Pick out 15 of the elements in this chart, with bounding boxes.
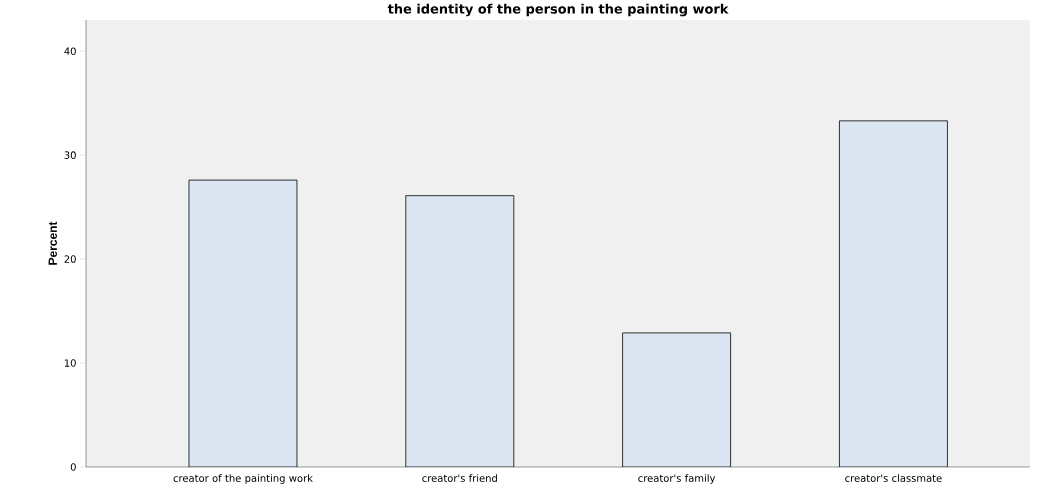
x-tick-label: creator's family: [638, 474, 716, 484]
bar: [622, 332, 732, 467]
y-tick-label: 10: [64, 359, 76, 367]
bar: [188, 179, 298, 467]
bar: [839, 120, 948, 467]
y-tick-label: 40: [64, 47, 76, 55]
x-tick-label: creator's classmate: [845, 474, 942, 482]
x-tick-label: creator's friend: [422, 474, 497, 482]
y-tick-label: 0: [70, 463, 76, 471]
y-axis-title: Percent: [48, 221, 57, 265]
bar: [405, 195, 515, 467]
y-tick-label: 30: [64, 151, 76, 159]
chart-title: the identity of the person in the painting work: [387, 3, 729, 17]
x-tick-label: creator of the painting work: [173, 474, 313, 484]
y-tick-label: 20: [64, 255, 76, 263]
